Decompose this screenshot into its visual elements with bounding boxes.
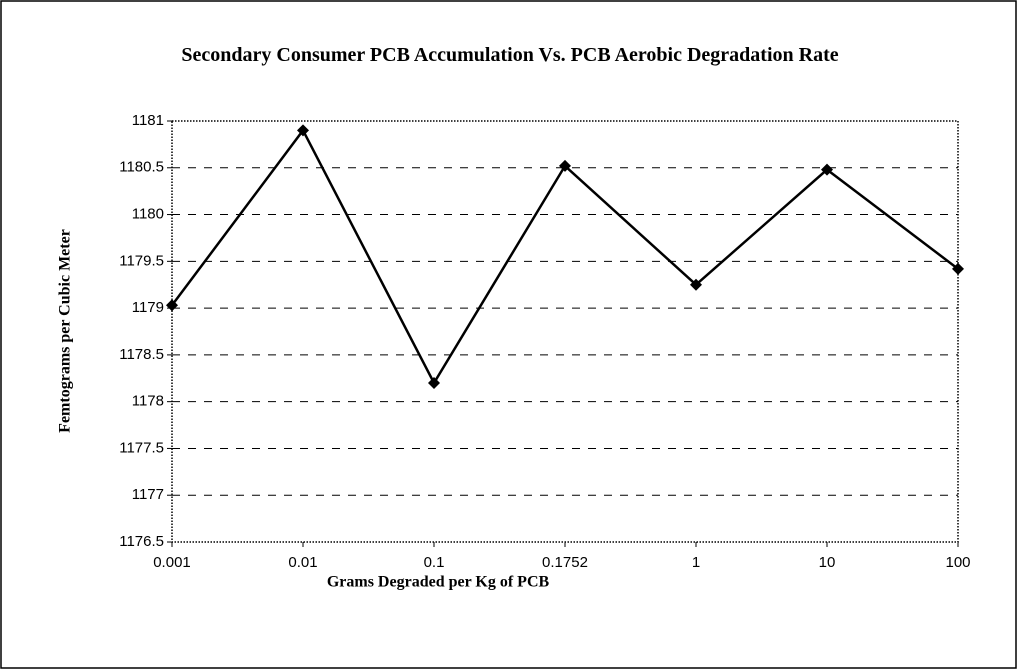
x-tick-label: 0.001: [153, 554, 191, 571]
marker: [952, 262, 964, 275]
x-axis-label: Grams Degraded per Kg of PCB: [327, 574, 550, 591]
y-tick-label: 1179: [132, 299, 164, 316]
chart-title: Secondary Consumer PCB Accumulation Vs. …: [181, 44, 839, 66]
x-tick-label: 100: [945, 554, 970, 571]
marker: [690, 278, 702, 291]
y-tick-label: 1177: [132, 486, 164, 503]
marker: [166, 299, 178, 312]
plot-area: [171, 120, 959, 543]
y-tick-label: 1178.5: [119, 346, 164, 363]
marker: [297, 124, 309, 137]
marker: [821, 163, 833, 176]
y-tick-label: 1176.5: [119, 533, 164, 550]
y-tick-label: 1180: [132, 206, 164, 223]
x-tick-label: 0.1752: [542, 554, 588, 571]
y-tick-label: 1180.5: [119, 159, 164, 176]
x-tick-label: 0.1: [424, 554, 445, 571]
y-tick-label: 1177.5: [119, 439, 164, 456]
x-tick-label: 0.01: [288, 554, 317, 571]
y-tick-label: 1178: [132, 393, 164, 410]
y-tick-label: 1181: [132, 112, 164, 129]
marker: [559, 159, 571, 172]
x-tick-label: 1: [692, 554, 700, 571]
x-tick-label: 10: [819, 554, 836, 571]
marker: [428, 376, 440, 389]
y-tick-label: 1179.5: [119, 252, 164, 269]
y-axis-label: Femtograms per Cubic Meter: [57, 229, 74, 433]
